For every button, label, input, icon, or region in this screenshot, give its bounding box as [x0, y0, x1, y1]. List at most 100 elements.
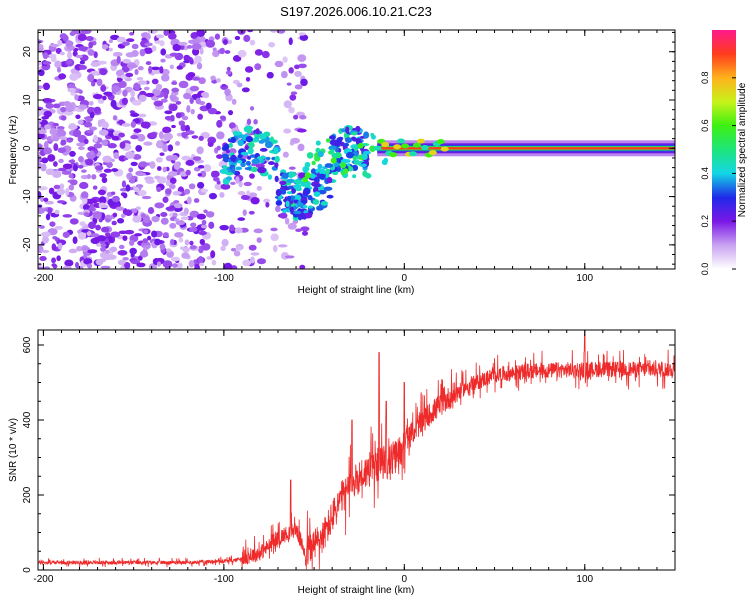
spectrogram-noise-blob [166, 248, 172, 253]
y-tick-label: -10 [22, 189, 33, 204]
spectrogram-signal-blob [320, 200, 328, 206]
spectrogram-noise-blob [201, 243, 211, 251]
spectrogram-noise-blob [111, 135, 120, 141]
spectrogram-noise-blob [288, 37, 293, 46]
spectrogram-noise-blob [130, 89, 136, 98]
spectrogram-signal-blob [308, 205, 314, 209]
spectrogram-noise-blob [129, 110, 135, 114]
spectrogram-noise-blob [287, 222, 297, 230]
spectrogram-noise-blob [272, 245, 278, 253]
spectrogram-noise-blob [183, 188, 191, 195]
spectrogram-noise-blob [210, 75, 216, 81]
spectrogram-noise-blob [130, 259, 141, 265]
spectrogram-signal-blob [274, 162, 279, 168]
spectrogram-noise-blob [68, 124, 78, 130]
spectrogram-noise-blob [38, 44, 44, 49]
spectrogram-noise-blob [156, 166, 162, 171]
spectrogram-noise-blob [38, 162, 42, 167]
spectrogram-noise-blob [108, 47, 113, 52]
spectrogram-noise-blob [277, 244, 288, 248]
spectrogram-noise-blob [82, 204, 90, 211]
spectrogram-noise-blob [74, 94, 79, 101]
spectrogram-noise-blob [183, 59, 190, 64]
spectrogram-noise-blob [216, 145, 221, 151]
spectrogram-noise-blob [172, 43, 182, 52]
spectrogram-signal-blob [257, 166, 267, 174]
spectrogram-carrier-band [377, 147, 675, 150]
spectrogram-noise-blob [133, 128, 142, 133]
spectrogram-noise-blob [144, 42, 153, 47]
spectrogram-noise-blob [171, 81, 178, 86]
spectrogram-noise-blob [49, 221, 56, 227]
spectrogram-noise-blob [51, 257, 57, 264]
spectrogram-noise-blob [69, 31, 76, 37]
spectrogram-signal-blob [325, 168, 330, 175]
spectrogram-signal-peak [314, 155, 321, 162]
spectrogram-noise-blob [57, 167, 67, 172]
snr-y-ticks: 0 200 400 600 [22, 336, 675, 573]
spectrogram-noise-blob [298, 63, 307, 69]
snr-x-ticks: -200 -100 0 100 [33, 330, 676, 585]
spectrogram-noise-blob [118, 132, 125, 138]
spectrogram-noise-blob [261, 50, 270, 59]
spectrogram-signal-blob [237, 153, 243, 159]
spectrogram-noise-blob [67, 51, 72, 60]
spectrogram-noise-blob [94, 165, 104, 171]
spectrogram-noise-blob [230, 247, 237, 252]
spectrogram-noise-blob [116, 36, 127, 43]
spectrogram-noise-blob [69, 150, 76, 157]
spectrogram-noise-blob [230, 265, 238, 269]
spectrogram-noise-blob [184, 239, 190, 246]
spectrogram-noise-blob [288, 106, 295, 114]
spectrogram-noise-blob [110, 158, 115, 163]
spectrogram-noise-blob [173, 202, 183, 209]
spectrogram-noise-blob [110, 231, 121, 238]
spectrogram-signal-blob [312, 199, 320, 205]
spectrogram-signal-peak [311, 160, 316, 166]
spectrogram-noise-blob [129, 247, 137, 255]
spectrogram-carrier-wobble [440, 146, 449, 152]
spectrogram-noise-blob [43, 147, 53, 155]
spectrogram-noise-blob [78, 232, 87, 240]
spectrogram-signal-peak [304, 161, 311, 168]
spectrogram-signal-blob [309, 173, 316, 179]
spectrogram-noise-blob [250, 197, 260, 205]
spectrogram-noise-blob [237, 190, 246, 196]
y-tick-label: 600 [22, 336, 33, 353]
spectrogram-noise-blob [42, 52, 49, 60]
spectrogram-noise-blob [203, 164, 212, 172]
spectrogram-noise-blob [243, 181, 252, 187]
spectrogram-noise-blob [160, 48, 167, 56]
spectrogram-noise-blob [169, 64, 174, 70]
spectrogram-noise-blob [95, 258, 104, 266]
spectrogram-noise-blob [180, 216, 189, 221]
spectrogram-noise-blob [117, 77, 123, 82]
spectrogram-noise-blob [87, 249, 98, 254]
spectrogram-noise-blob [38, 143, 43, 151]
spectrogram-signal-blob [351, 131, 358, 136]
spectrogram-noise-blob [193, 166, 201, 172]
spectrogram-x-label: Height of straight line (km) [298, 285, 415, 296]
colorbar-tick-label: 0.0 [700, 263, 710, 276]
spectrogram-noise-blob [61, 115, 67, 121]
spectrogram-noise-blob [176, 262, 183, 269]
spectrogram-signal-blob [287, 185, 294, 190]
spectrogram-noise-blob [289, 94, 297, 101]
spectrogram-noise-blob [135, 184, 144, 189]
spectrogram-signal-blob [343, 142, 350, 147]
spectrogram-noise-blob [62, 265, 72, 269]
x-tick-label: 0 [402, 574, 408, 585]
colorbar-ticks: 0.0 0.2 0.4 0.6 0.8 [700, 72, 736, 276]
spectrogram-noise-blob [81, 198, 88, 204]
spectrogram-noise-blob [224, 50, 231, 54]
spectrogram-signal-peak [342, 168, 349, 174]
spectrogram-noise-blob [216, 119, 223, 128]
spectrogram-noise-blob [76, 142, 86, 147]
spectrogram-noise-blob [117, 217, 125, 224]
spectrogram-noise-blob [286, 82, 292, 86]
spectrogram-noise-blob [85, 35, 94, 42]
spectrogram-signal-blob [302, 190, 309, 196]
spectrogram-noise-blob [105, 218, 111, 223]
spectrogram-noise-blob [122, 256, 129, 261]
snr-marks [38, 333, 675, 570]
